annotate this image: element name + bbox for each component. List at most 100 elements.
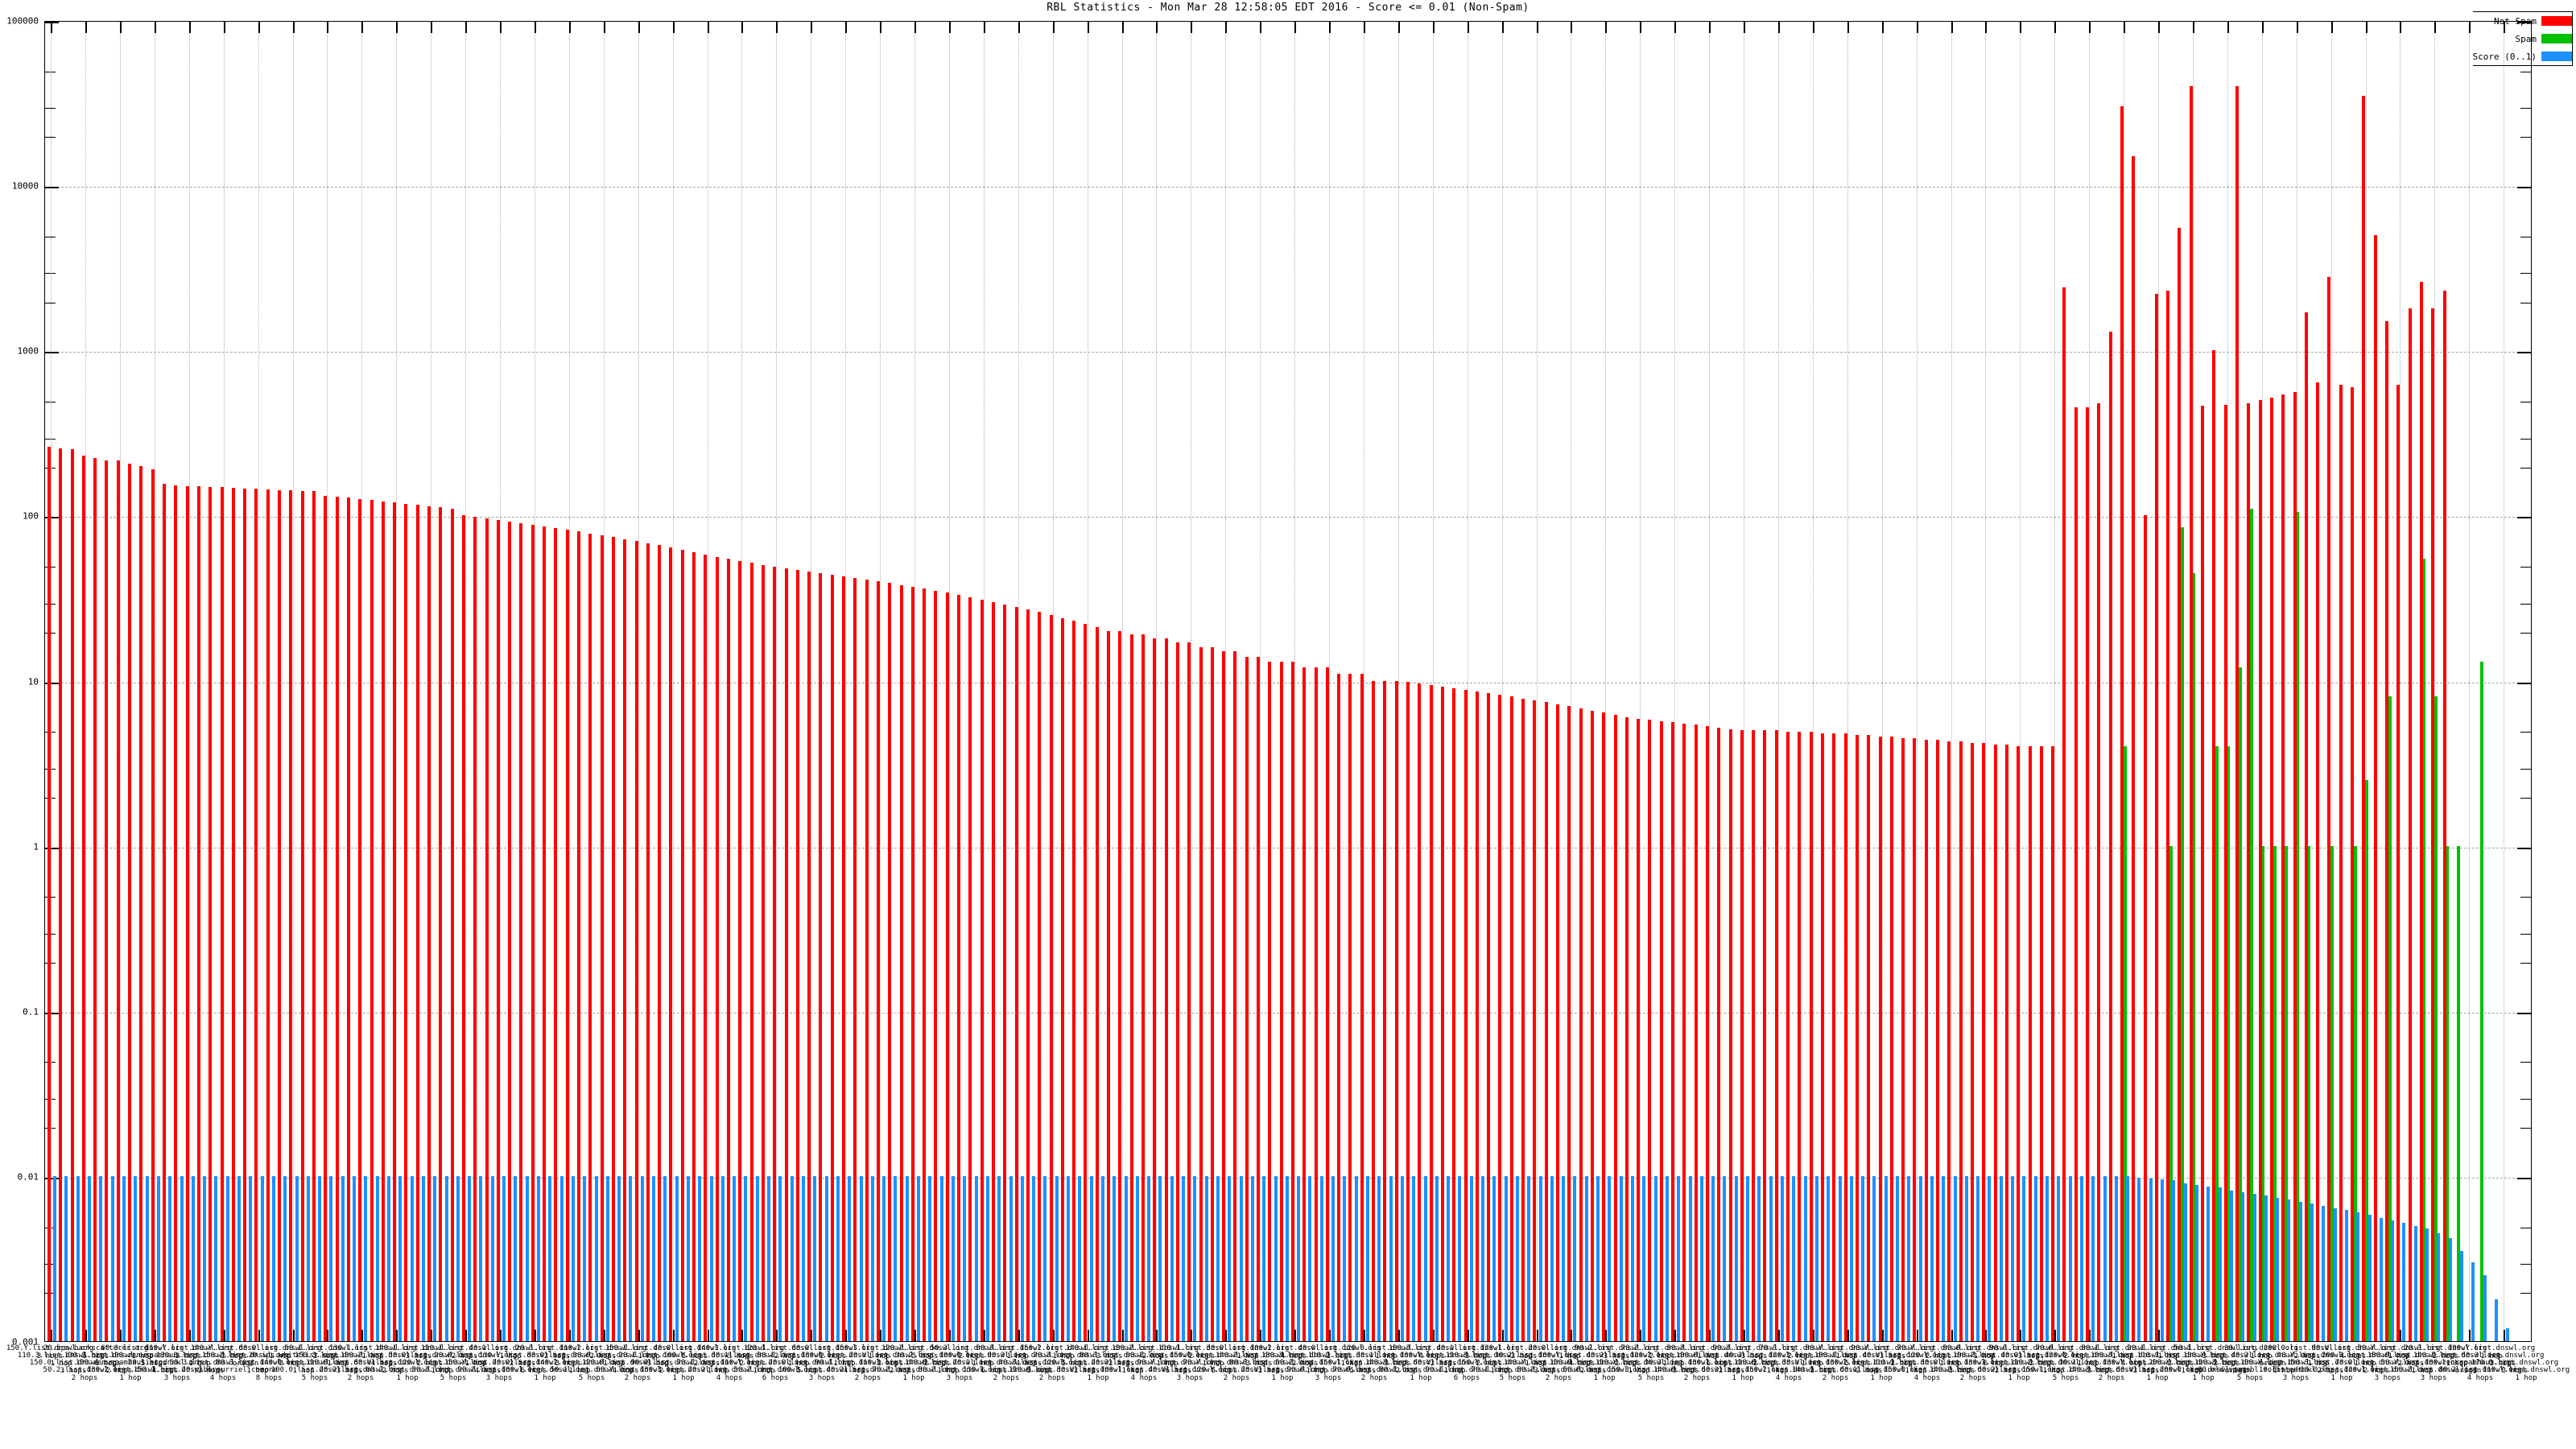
bar-score [122, 1175, 126, 1341]
vertical-gridline [2227, 22, 2228, 1341]
bar-not-spam [1337, 674, 1341, 1341]
vertical-gridline [1951, 22, 1952, 1341]
x-axis-tick [1294, 22, 1296, 33]
vertical-gridline [1882, 22, 1883, 1341]
bar-score [1792, 1175, 1796, 1341]
bar-score [1619, 1175, 1623, 1341]
bar-not-spam [1555, 704, 1559, 1341]
x-axis-tick [361, 22, 363, 33]
bar-score [1631, 1175, 1634, 1341]
bar-not-spam [1832, 733, 1836, 1341]
x-axis-tick [776, 1330, 778, 1341]
bar-not-spam [1348, 674, 1352, 1341]
vertical-gridline [1778, 22, 1779, 1341]
x-axis-tick [1813, 1330, 1814, 1341]
vertical-gridline [1260, 22, 1261, 1341]
bar-not-spam [174, 485, 178, 1341]
x-axis-tick-label: 80.1.list.dnswl.org 1 hop [2081, 1344, 2165, 1360]
bar-not-spam [2223, 404, 2227, 1341]
bar-not-spam [1314, 667, 1318, 1341]
vertical-gridline [2400, 22, 2401, 1341]
x-axis-tick-label: 100.zen.spamhaus.org origin [2424, 1359, 2512, 1375]
x-axis-tick [604, 22, 605, 33]
legend-item[interactable]: Not Spam [2473, 12, 2572, 30]
bar-not-spam [1579, 708, 1583, 1341]
x-axis-tick-label: 120.1.list.dnswl.org 2 hops [743, 1344, 832, 1360]
bar-not-spam [704, 554, 708, 1341]
x-axis-tick-label: 150.2.list.dnswl.org 1 hop [1019, 1344, 1108, 1360]
bar-score [1193, 1175, 1197, 1341]
bar-not-spam [923, 588, 927, 1341]
bar-spam [2192, 572, 2196, 1341]
y-axis-tick-label: 1000 [17, 345, 39, 357]
x-axis-tick-label: 120.Y.list.dnswl.org 1 hop [398, 1359, 486, 1375]
x-axis-tick-label: 60.0.list.dnswl.org 2 hops [791, 1344, 875, 1360]
bar-not-spam [519, 522, 523, 1341]
x-axis-tick [1329, 22, 1331, 33]
x-axis-tick [2400, 22, 2401, 33]
x-axis-tick [2434, 22, 2436, 33]
vertical-gridline [361, 22, 362, 1341]
bar-not-spam [565, 530, 569, 1341]
bar-not-spam [1509, 696, 1513, 1341]
bar-not-spam [1290, 662, 1294, 1341]
x-axis-tick [1502, 22, 1504, 33]
bar-not-spam [1279, 662, 1283, 1341]
bar-score [2091, 1175, 2095, 1341]
bar-not-spam [2086, 407, 2090, 1341]
bar-score [180, 1175, 184, 1341]
legend-item[interactable]: Score (0..1) [2473, 47, 2572, 65]
bar-not-spam [312, 491, 316, 1341]
bar-not-spam [231, 488, 235, 1341]
x-axis-tick [51, 1330, 52, 1341]
x-axis-tick-label: 110.2.list.dnswl.org 2 hops [559, 1344, 647, 1360]
bar-score [1665, 1175, 1669, 1341]
bar-not-spam [2304, 312, 2308, 1341]
x-axis-tick-label: 70.Y.list.dnswl.org 5 hops [1183, 1359, 1266, 1375]
x-axis-tick-label: 40.1.list.dnswl.org 1 hop [469, 1344, 552, 1360]
x-axis-tick-label: 90.3.list.dnswl.org 3 hops [1712, 1344, 1796, 1360]
x-axis-tick [1709, 22, 1711, 33]
x-axis-tick-label: 30.list.dnswl.org 1 hop [2223, 1344, 2299, 1360]
bar-score [985, 1175, 989, 1341]
bar-not-spam [105, 460, 109, 1341]
x-axis-tick [2504, 1330, 2505, 1341]
y-axis-tick [2517, 682, 2531, 684]
bar-spam [2457, 845, 2461, 1341]
vertical-gridline [914, 22, 915, 1341]
x-axis-tick-label: 140.Y.list.dnswl.org 2 hops [190, 1344, 279, 1360]
y-axis-minor-tick [45, 137, 56, 138]
bar-score [2161, 1179, 2165, 1341]
x-axis-tick-label: 150.1.list.dnswl.org 5 hops [1319, 1359, 1407, 1375]
bar-score [894, 1175, 898, 1341]
y-axis-tick [2517, 352, 2531, 354]
vertical-gridline [1813, 22, 1814, 1341]
vertical-gridline [1847, 22, 1848, 1341]
bar-score [2391, 1220, 2395, 1341]
y-axis-tick [2517, 1012, 2531, 1014]
bar-score [1964, 1175, 1968, 1341]
bar-score [1067, 1175, 1071, 1341]
bar-score [744, 1175, 748, 1341]
bar-score [939, 1175, 943, 1341]
bar-score [225, 1175, 229, 1341]
x-axis-tick-label: 130.Y.list.dnswl.org 2 hops [478, 1352, 567, 1368]
x-axis-tick-label: 80.3.list.dnswl.org 1 hop [1666, 1344, 1750, 1360]
bar-not-spam [2017, 746, 2021, 1341]
x-axis-tick-label: 40.Y.list.dnswl.org 2 hops [1862, 1352, 1946, 1368]
x-axis-tick-label: 90.0.list.dnswl.org 3 hops [1989, 1344, 2073, 1360]
bar-not-spam [2339, 384, 2343, 1341]
legend-item[interactable]: Spam [2473, 30, 2572, 47]
bar-spam [2330, 845, 2334, 1341]
bar-not-spam [2108, 331, 2112, 1341]
bar-not-spam [1774, 730, 1778, 1341]
bar-not-spam [888, 583, 892, 1341]
bar-not-spam [1913, 737, 1917, 1341]
bar-spam [2123, 746, 2127, 1341]
bar-not-spam [830, 574, 834, 1341]
bar-not-spam [1728, 729, 1732, 1341]
bar-score [1009, 1175, 1013, 1341]
bar-not-spam [1970, 742, 1974, 1341]
bar-score [76, 1175, 80, 1341]
bar-score [433, 1175, 437, 1341]
